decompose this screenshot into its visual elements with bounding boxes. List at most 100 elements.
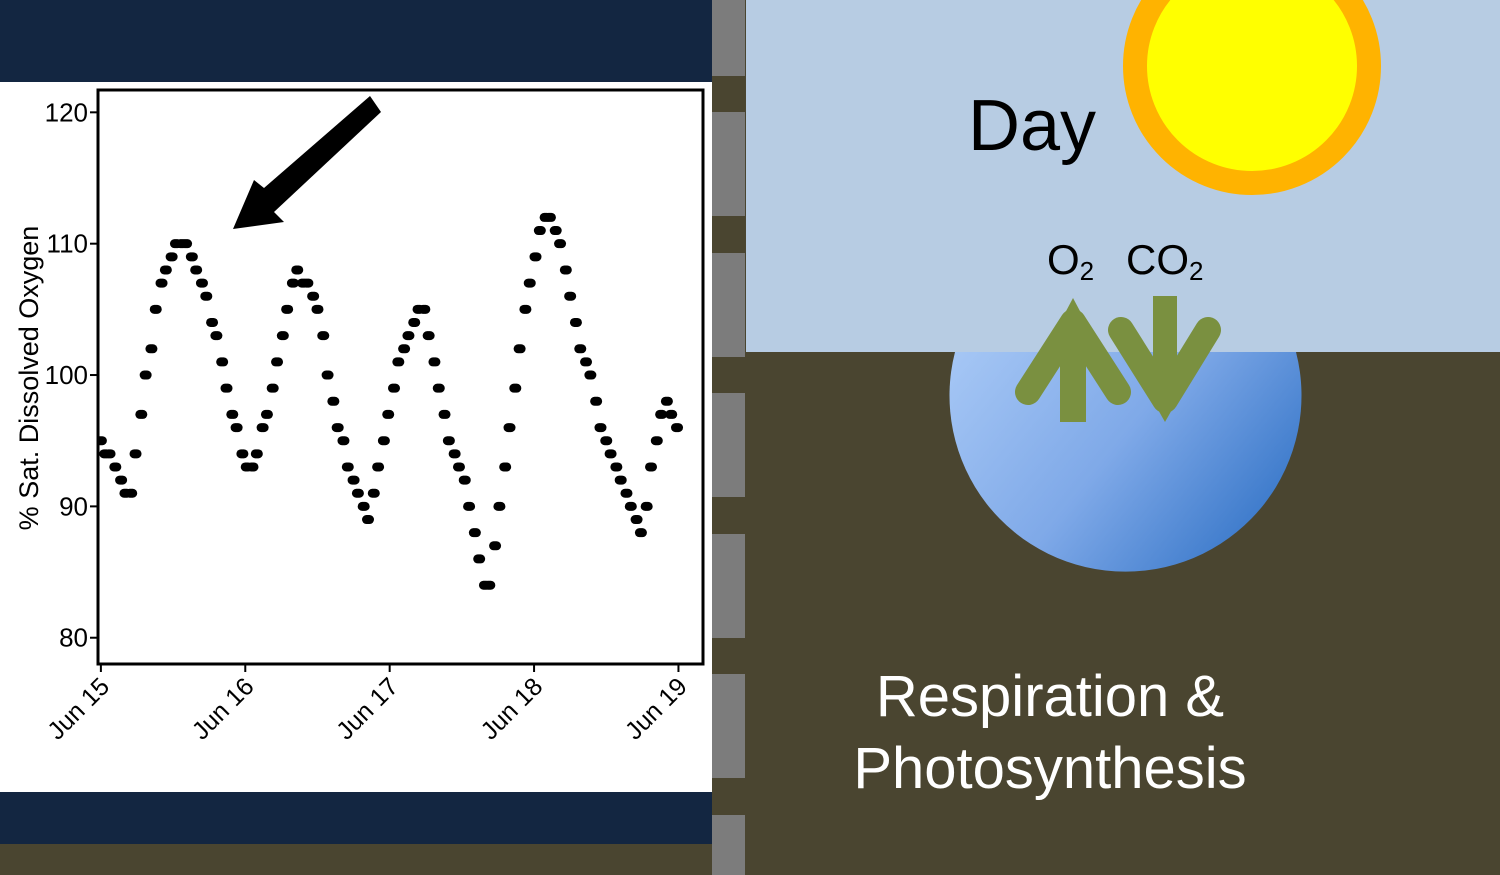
data-point [533,226,546,236]
data-point [408,317,421,327]
data-point [604,449,617,459]
data-point [584,370,597,380]
data-point [614,475,627,485]
caption-line-2: Photosynthesis [853,736,1247,801]
data-point [422,331,435,341]
data-point [671,423,684,433]
data-point [115,475,128,485]
data-point [594,423,607,433]
strip-hole [712,393,745,497]
data-point [660,396,673,406]
data-point [650,436,663,446]
y-tick-label: 110 [47,229,88,259]
data-point [580,357,593,367]
data-point [307,291,320,301]
data-point [569,317,582,327]
data-point [630,515,643,525]
data-point [509,383,522,393]
data-point [139,370,152,380]
o2-label-subscript: 2 [1079,256,1095,286]
data-point [145,344,158,354]
data-point [331,423,344,433]
data-point [271,357,284,367]
data-point [266,383,279,393]
data-point [351,488,364,498]
data-point [489,541,502,551]
data-point [190,265,203,275]
data-point [473,554,486,564]
data-point [458,475,471,485]
data-point [392,357,405,367]
data-point [220,383,233,393]
strip-hole [712,253,745,357]
data-point [260,409,273,419]
data-point [523,278,536,288]
data-point [513,344,526,354]
data-point [640,501,653,511]
data-point [276,331,289,341]
data-point [549,226,562,236]
x-tick-label: Jun 18 [475,672,548,745]
oxygen-chart: 80 90 100 110 120 Jun 15 Jun 16 Jun 17 Jun 18 Ju… [0,82,712,792]
data-point [624,501,637,511]
data-point [216,357,229,367]
day-label: Day [968,86,1097,166]
data-point [468,528,481,538]
data-point [155,278,168,288]
data-point [402,331,415,341]
data-point [377,436,390,446]
data-point [135,409,148,419]
data-point [226,409,239,419]
data-point [610,462,623,472]
data-point [398,344,411,354]
data-point [317,331,330,341]
data-point [236,449,249,459]
data-point [180,239,193,249]
data-point [543,212,556,222]
data-point [529,252,542,262]
data-point [109,462,122,472]
data-point [438,409,451,419]
data-point [256,423,269,433]
strip-hole [712,815,745,875]
x-tick-label: Jun 19 [620,672,693,745]
data-point [483,580,496,590]
data-point [574,344,587,354]
strip-hole [712,112,745,216]
data-point [337,436,350,446]
data-point [321,370,334,380]
x-axis: Jun 15 Jun 16 Jun 17 Jun 18 Jun 19 [42,664,693,745]
y-tick-label: 80 [59,623,88,653]
sun-icon [1123,0,1381,195]
co2-label-base: CO [1126,236,1189,283]
data-point [185,252,198,262]
data-point [554,239,567,249]
data-point [503,423,516,433]
y-tick-label: 100 [45,360,88,390]
data-point [559,265,572,275]
data-point [286,278,299,288]
data-point [428,357,441,367]
data-point [103,449,116,459]
x-tick-label: Jun 17 [331,672,404,745]
o2-label: O2 [1047,236,1094,287]
data-point [620,488,633,498]
data-point [367,488,380,498]
y-tick-label: 90 [59,491,88,521]
data-point [564,291,577,301]
data-point [493,501,506,511]
data-point [200,291,213,301]
data-point [372,462,385,472]
data-point [311,304,324,314]
data-point [125,488,138,498]
data-point [291,265,304,275]
x-tick-label: Jun 15 [42,672,115,745]
data-point [165,252,178,262]
data-point [327,396,340,406]
data-point [347,475,360,485]
data-point [432,383,445,393]
data-point [499,462,512,472]
data-point [206,317,219,327]
data-point [634,528,647,538]
